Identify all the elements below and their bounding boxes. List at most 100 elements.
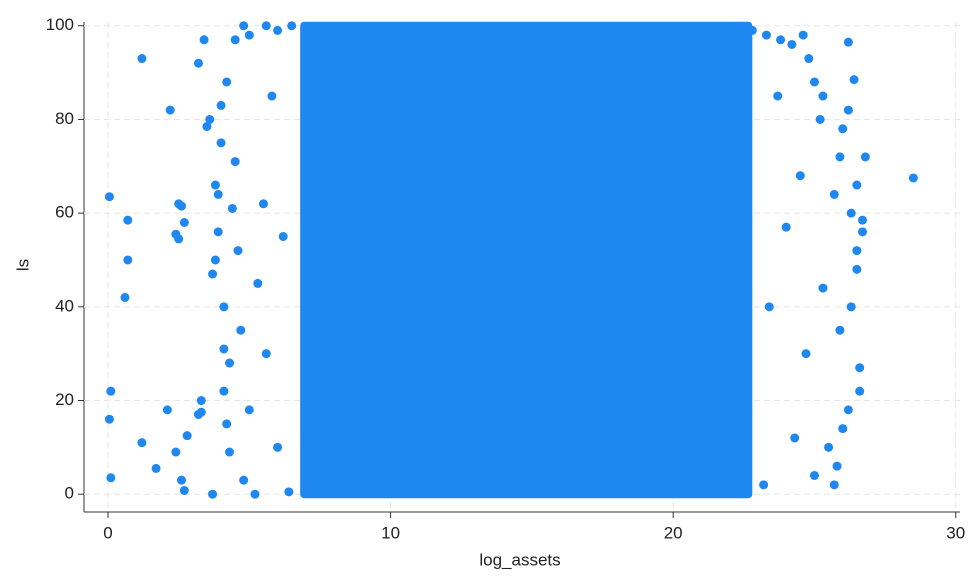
point [227, 203, 237, 213]
point [176, 475, 186, 485]
point [798, 30, 808, 40]
point [230, 157, 240, 167]
x-tick-label: 10 [381, 523, 400, 542]
point [843, 37, 853, 47]
point [858, 215, 868, 225]
point [151, 463, 161, 473]
x-axis-label: log_assets [479, 550, 560, 569]
point [171, 447, 181, 457]
point [835, 325, 845, 335]
y-tick-label: 80 [55, 109, 74, 128]
point [843, 405, 853, 415]
x-tick-label: 20 [664, 523, 683, 542]
point [213, 227, 223, 237]
point [216, 100, 226, 110]
point [804, 54, 814, 64]
point [273, 25, 283, 35]
point [818, 91, 828, 101]
point [196, 396, 206, 406]
point [230, 35, 240, 45]
point [219, 344, 229, 354]
point [208, 489, 218, 499]
point [210, 255, 220, 265]
point [846, 302, 856, 312]
point [835, 152, 845, 162]
point [764, 302, 774, 312]
point [222, 77, 232, 87]
point [829, 480, 839, 490]
point [908, 173, 918, 183]
y-tick-label: 0 [65, 484, 74, 503]
point [855, 363, 865, 373]
point [165, 105, 175, 115]
point [210, 180, 220, 190]
point [849, 75, 859, 85]
point [219, 386, 229, 396]
point [795, 171, 805, 181]
point [838, 124, 848, 134]
point [787, 39, 797, 49]
point [773, 91, 783, 101]
point [759, 480, 769, 490]
point [244, 405, 254, 415]
point [199, 35, 209, 45]
point [193, 410, 203, 420]
point [829, 189, 839, 199]
x-tick-label: 30 [946, 523, 965, 542]
point [790, 433, 800, 443]
point [815, 114, 825, 124]
point [809, 77, 819, 87]
point [179, 485, 189, 495]
point [284, 487, 294, 497]
point [258, 199, 268, 209]
point [104, 414, 114, 424]
point [776, 35, 786, 45]
point [843, 105, 853, 115]
y-tick-label: 100 [46, 15, 74, 34]
point [225, 447, 235, 457]
point [838, 424, 848, 434]
point [205, 114, 215, 124]
point [852, 180, 862, 190]
point [852, 264, 862, 274]
y-tick-label: 60 [55, 203, 74, 222]
dense-point-cloud [300, 21, 753, 499]
point [781, 222, 791, 232]
point [225, 358, 235, 368]
point [253, 278, 263, 288]
point [106, 473, 116, 483]
point [267, 91, 277, 101]
point [273, 442, 283, 452]
point [213, 189, 223, 199]
point [250, 489, 260, 499]
point [106, 386, 116, 396]
point [747, 25, 757, 35]
point [860, 152, 870, 162]
point [123, 255, 133, 265]
y-tick-label: 40 [55, 296, 74, 315]
point [216, 138, 226, 148]
point [236, 325, 246, 335]
point [179, 217, 189, 227]
point [801, 349, 811, 359]
point [233, 246, 243, 256]
point [137, 54, 147, 64]
point [176, 201, 186, 211]
point [818, 283, 828, 293]
point [809, 470, 819, 480]
point [123, 215, 133, 225]
point [261, 21, 271, 31]
point [208, 269, 218, 279]
x-tick-label: 0 [103, 523, 112, 542]
point [219, 302, 229, 312]
point [846, 208, 856, 218]
point [193, 58, 203, 68]
point [182, 431, 192, 441]
point [137, 438, 147, 448]
point [278, 232, 288, 242]
point [222, 419, 232, 429]
point [239, 21, 249, 31]
point [824, 442, 834, 452]
y-tick-label: 20 [55, 390, 74, 409]
